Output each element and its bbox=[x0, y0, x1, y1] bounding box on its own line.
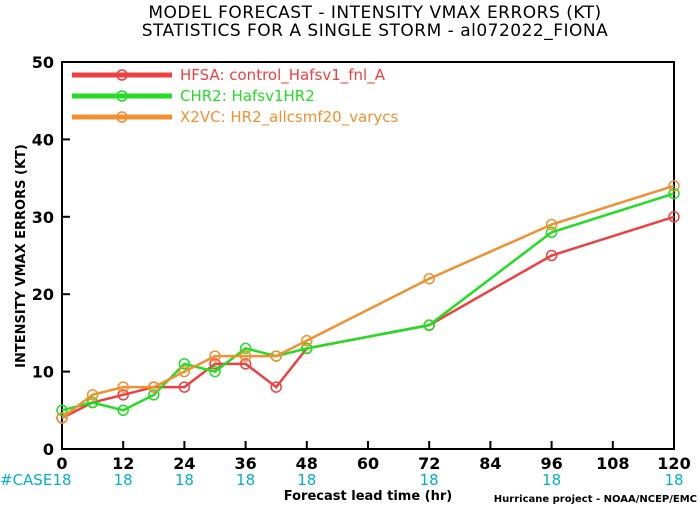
data-point bbox=[209, 358, 221, 370]
case-count: 18 bbox=[236, 471, 255, 489]
data-point bbox=[178, 365, 191, 378]
data-point bbox=[209, 350, 221, 362]
data-point bbox=[56, 412, 68, 424]
legend-marker bbox=[116, 90, 128, 102]
data-point bbox=[239, 342, 252, 355]
chart-title-line2: STATISTICS FOR A SINGLE STORM - al072022… bbox=[142, 21, 609, 41]
y-axis-label: INTENSITY VMAX ERRORS (KT) bbox=[14, 144, 29, 368]
legend-label: CHR2: Hafsv1HR2 bbox=[180, 87, 315, 105]
series-line bbox=[61, 192, 675, 412]
y-tick-label: 20 bbox=[32, 285, 54, 304]
data-point bbox=[301, 334, 313, 347]
data-point bbox=[545, 249, 558, 262]
x-tick-label: 0 bbox=[56, 454, 67, 473]
legend-label: X2VC: HR2_allcsmf20_varycs bbox=[180, 108, 399, 127]
data-point bbox=[117, 404, 129, 417]
x-tick-label: 96 bbox=[540, 454, 562, 473]
case-count: 18 bbox=[114, 471, 133, 489]
data-point bbox=[56, 404, 68, 417]
data-point bbox=[423, 272, 435, 285]
series-2 bbox=[56, 180, 680, 424]
legend-label: HFSA: control_Hafsv1_fnl_A bbox=[180, 66, 386, 85]
x-tick-label: 24 bbox=[173, 454, 195, 473]
case-label: #CASE bbox=[0, 471, 52, 489]
case-count: 18 bbox=[297, 471, 316, 489]
chart-title-line1: MODEL FORECAST - INTENSITY VMAX ERRORS (… bbox=[148, 3, 601, 23]
x-tick-label: 12 bbox=[112, 454, 134, 473]
data-point bbox=[117, 389, 129, 401]
data-point bbox=[239, 358, 252, 370]
data-point bbox=[668, 211, 680, 223]
x-tick-label: 72 bbox=[418, 454, 440, 473]
data-point bbox=[209, 365, 221, 378]
legend-marker bbox=[116, 69, 128, 81]
x-axis-label: Forecast lead time (hr) bbox=[284, 489, 452, 504]
credit-text: Hurricane project - NOAA/NCEP/EMC bbox=[494, 494, 697, 505]
x-tick-label: 108 bbox=[596, 454, 629, 473]
x-tick-label: 36 bbox=[234, 454, 256, 473]
x-tick-label: 84 bbox=[479, 454, 501, 473]
case-count: 18 bbox=[664, 471, 683, 489]
y-tick-label: 40 bbox=[32, 130, 54, 149]
x-tick-label: 60 bbox=[357, 454, 379, 473]
series-1 bbox=[56, 187, 680, 417]
data-point bbox=[668, 180, 680, 192]
x-tick-label: 120 bbox=[657, 454, 690, 473]
data-point bbox=[423, 319, 435, 331]
y-tick-label: 30 bbox=[32, 208, 54, 227]
series-line bbox=[61, 184, 675, 420]
data-point bbox=[117, 381, 129, 393]
data-point bbox=[270, 350, 282, 362]
y-tick-label: 50 bbox=[32, 53, 54, 72]
data-point bbox=[270, 381, 282, 393]
data-point bbox=[148, 389, 160, 401]
data-point bbox=[178, 381, 191, 393]
case-count: 18 bbox=[542, 471, 561, 489]
case-count: 18 bbox=[175, 471, 194, 489]
data-point bbox=[239, 350, 252, 362]
x-tick-label: 48 bbox=[296, 454, 318, 473]
data-point bbox=[148, 381, 160, 393]
data-point bbox=[301, 342, 313, 355]
data-point bbox=[86, 396, 99, 409]
y-tick-label: 0 bbox=[43, 440, 54, 459]
data-point bbox=[545, 226, 558, 239]
y-tick-label: 10 bbox=[32, 363, 54, 382]
case-count: 18 bbox=[52, 471, 71, 489]
data-point bbox=[86, 389, 99, 401]
data-point bbox=[545, 218, 558, 231]
data-point bbox=[668, 187, 680, 200]
case-count: 18 bbox=[420, 471, 439, 489]
legend-marker bbox=[116, 111, 128, 123]
data-point bbox=[178, 358, 191, 370]
